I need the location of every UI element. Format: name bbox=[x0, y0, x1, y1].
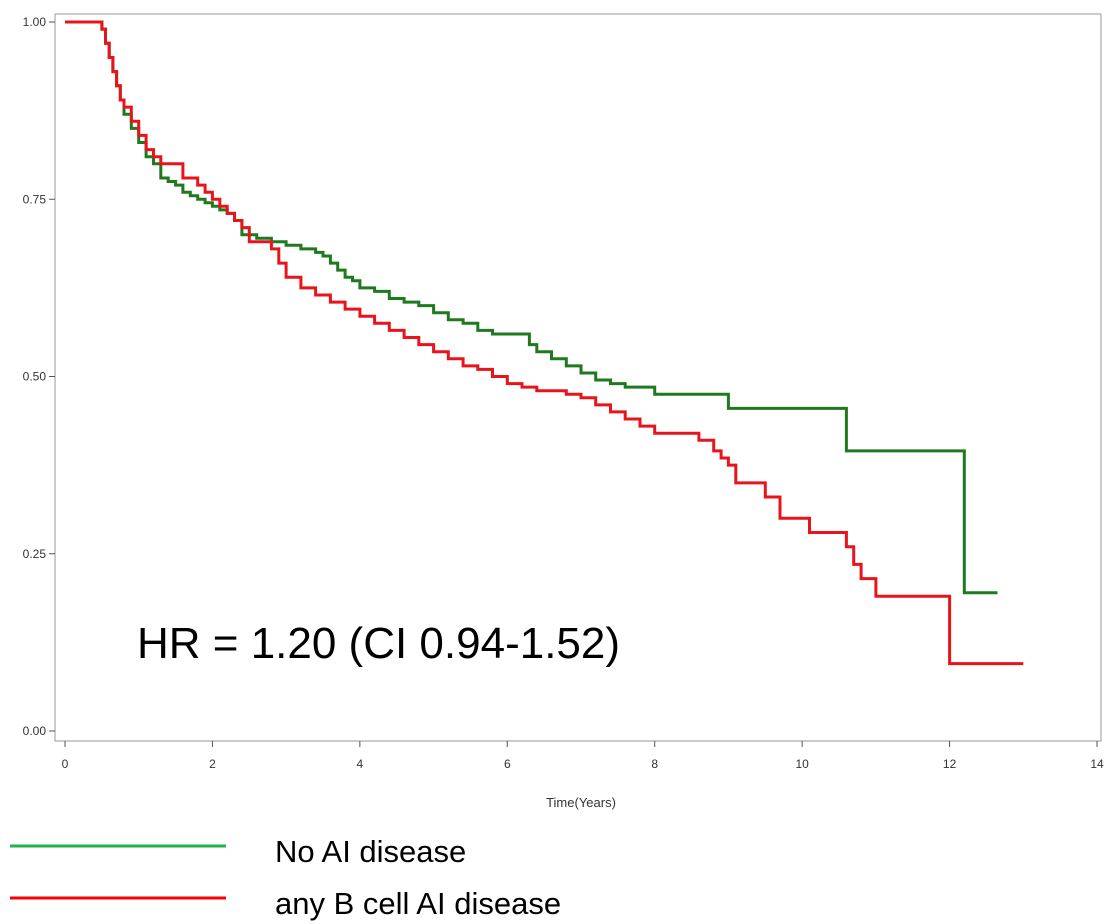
plot-frame bbox=[54, 13, 1102, 742]
legend-label-no-ai-disease: No AI disease bbox=[275, 834, 466, 869]
legend: No AI disease any B cell AI disease bbox=[10, 834, 561, 921]
y-tick-label: 0.00 bbox=[23, 724, 47, 738]
y-tick-label: 0.75 bbox=[23, 192, 47, 206]
y-tick-label: 0.50 bbox=[23, 370, 47, 384]
legend-label-any-b-cell-ai-disease: any B cell AI disease bbox=[275, 886, 561, 921]
x-axis-title: Time(Years) bbox=[546, 795, 616, 810]
x-tick-label: 6 bbox=[504, 757, 511, 771]
hazard-ratio-annotation: HR = 1.20 (CI 0.94-1.52) bbox=[137, 619, 620, 668]
x-tick-label: 10 bbox=[795, 757, 809, 771]
x-tick-label: 0 bbox=[62, 757, 69, 771]
series-line-any-b-cell-ai-disease bbox=[65, 20, 1024, 666]
y-tick-label: 0.25 bbox=[23, 547, 47, 561]
chart-axes: 0 2 4 6 8 10 12 14 0.00 0.25 0.50 0.75 1.00 bbox=[23, 13, 1104, 771]
y-tick-label: 1.00 bbox=[23, 15, 47, 29]
x-tick-label: 12 bbox=[943, 757, 957, 771]
x-tick-label: 4 bbox=[357, 757, 364, 771]
x-tick-label: 14 bbox=[1090, 757, 1104, 771]
x-tick-label: 8 bbox=[651, 757, 658, 771]
chart-series bbox=[65, 20, 1024, 666]
series-line-no-ai-disease bbox=[65, 20, 998, 595]
x-tick-label: 2 bbox=[209, 757, 216, 771]
